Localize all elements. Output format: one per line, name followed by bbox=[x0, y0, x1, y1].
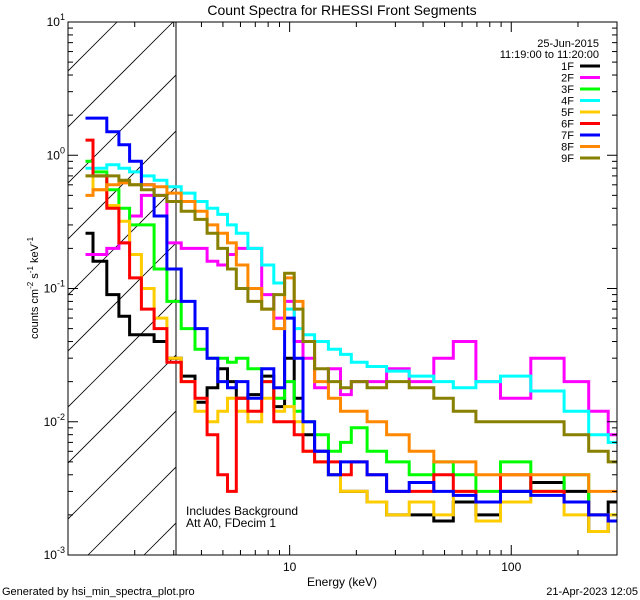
y-tick-label: 10-3 bbox=[44, 545, 65, 562]
chart-title: Count Spectra for RHESSI Front Segments bbox=[207, 2, 476, 18]
legend-label-6F: 6F bbox=[561, 119, 574, 131]
series-line-4F bbox=[85, 163, 617, 444]
series-line-7F bbox=[85, 116, 617, 523]
hatch-line bbox=[68, 298, 176, 408]
y-axis-label-part1: counts cm bbox=[29, 289, 41, 339]
x-tick-label: 10 bbox=[283, 560, 297, 574]
y-axis-label-sup1: -2 bbox=[26, 281, 35, 289]
x-axis-label: Energy (keV) bbox=[307, 575, 377, 589]
legend-label-4F: 4F bbox=[561, 96, 574, 108]
series-line-2F bbox=[85, 193, 617, 437]
y-axis-label-part2: s bbox=[29, 273, 41, 282]
y-tick-label-base: 10 bbox=[44, 415, 58, 429]
legend-label-1F: 1F bbox=[561, 61, 574, 73]
annotation-background: Includes Background bbox=[186, 504, 298, 518]
hatch-line bbox=[68, 186, 176, 296]
footer-generated-by: Generated by hsi_min_spectra_plot.pro bbox=[2, 586, 195, 598]
legend-label-5F: 5F bbox=[561, 107, 574, 119]
y-axis-label-sup3: -1 bbox=[26, 236, 35, 244]
y-tick-label-base: 10 bbox=[47, 148, 61, 162]
series-line-5F bbox=[85, 174, 617, 533]
legend-label-7F: 7F bbox=[561, 130, 574, 142]
y-tick-label-exp: -2 bbox=[57, 412, 65, 422]
series-line-9F bbox=[85, 174, 617, 464]
y-tick-label-base: 10 bbox=[44, 548, 58, 562]
annotation-attenuator: Att A0, FDecim 1 bbox=[186, 516, 276, 530]
hatch-line bbox=[68, 242, 176, 352]
y-tick-label-exp: -1 bbox=[57, 279, 65, 289]
y-tick-label-base: 10 bbox=[47, 15, 61, 29]
date-label: 25-Jun-2015 bbox=[537, 38, 599, 50]
hatch-line bbox=[68, 22, 174, 128]
y-axis-label-sup2: -1 bbox=[26, 266, 35, 274]
series-layer bbox=[85, 116, 617, 533]
y-tick-label-exp: 0 bbox=[60, 145, 65, 155]
y-tick-label: 100 bbox=[47, 145, 65, 162]
y-tick-label: 10-1 bbox=[44, 279, 65, 296]
y-tick-label: 10-2 bbox=[44, 412, 65, 429]
y-tick-label-base: 10 bbox=[44, 282, 58, 296]
y-axis-label-part3: keV bbox=[29, 243, 41, 266]
hatch-line bbox=[68, 410, 176, 520]
time-range-label: 11:19:00 to 11:20:00 bbox=[500, 49, 599, 61]
y-tick-label-exp: 1 bbox=[60, 12, 65, 22]
legend-label-9F: 9F bbox=[561, 153, 574, 165]
legend-label-3F: 3F bbox=[561, 84, 574, 96]
legend-label-8F: 8F bbox=[561, 142, 574, 154]
x-tick-label: 100 bbox=[501, 560, 521, 574]
series-line-8F bbox=[85, 181, 617, 493]
hatch-line bbox=[68, 74, 176, 184]
footer-timestamp: 21-Apr-2023 12:05 bbox=[546, 586, 638, 598]
y-tick-label-exp: -3 bbox=[57, 545, 65, 555]
y-tick-label: 101 bbox=[47, 12, 65, 29]
legend-label-2F: 2F bbox=[561, 73, 574, 85]
y-axis-label: counts cm-2 s-1 keV-1 bbox=[26, 236, 41, 339]
hatched-region bbox=[68, 22, 176, 555]
